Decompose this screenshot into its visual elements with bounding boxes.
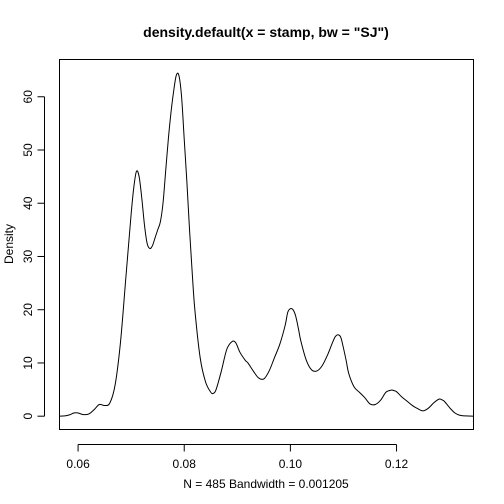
density-curve: [59, 72, 474, 417]
x-tick-label: 0.12: [385, 457, 409, 471]
x-axis-label: N = 485 Bandwidth = 0.001205: [183, 477, 349, 491]
y-tick-label: 60: [21, 90, 35, 104]
x-tick-label: 0.08: [173, 457, 197, 471]
x-axis: 0.06 0.08 0.10 0.12: [66, 444, 409, 471]
y-tick-label: 20: [21, 303, 35, 317]
plot-frame: [59, 59, 474, 430]
chart-title: density.default(x = stamp, bw = "SJ"): [143, 24, 389, 40]
y-tick-label: 0: [21, 413, 35, 420]
y-axis-label: Density: [2, 224, 16, 264]
y-axis: 0 10 20 30 40 50 60: [21, 90, 45, 420]
x-tick-label: 0.10: [279, 457, 303, 471]
y-tick-label: 30: [21, 249, 35, 263]
x-tick-label: 0.06: [66, 457, 90, 471]
y-tick-label: 40: [21, 196, 35, 210]
y-tick-label: 10: [21, 356, 35, 370]
y-tick-label: 50: [21, 143, 35, 157]
